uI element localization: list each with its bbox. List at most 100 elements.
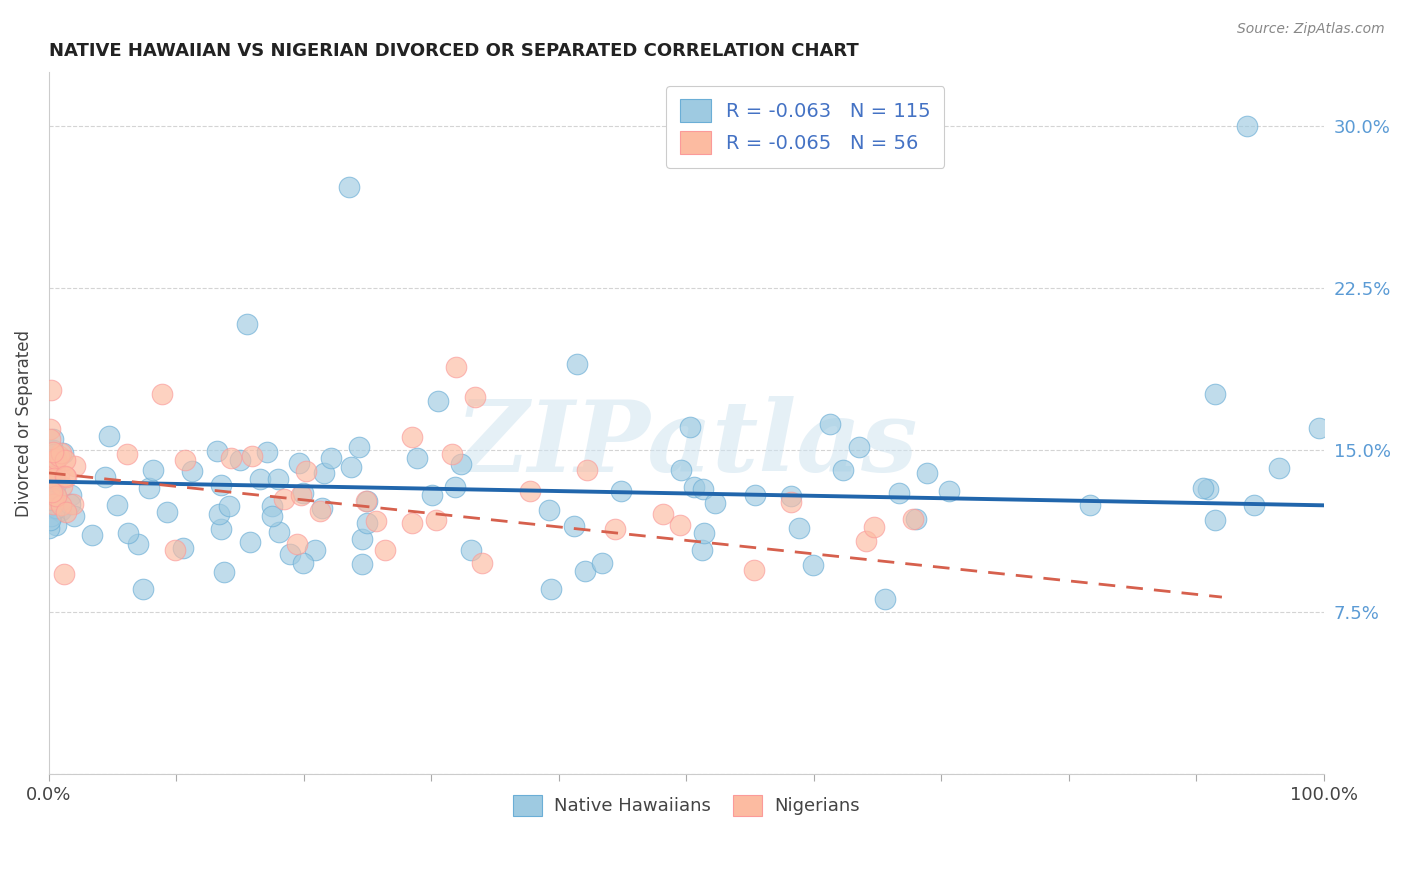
Point	[779, 495, 801, 509]
Point	[273, 492, 295, 507]
Point	[42, 442, 65, 457]
Point	[117, 525, 139, 540]
Point	[44, 471, 66, 485]
Point	[165, 542, 187, 557]
Point	[218, 499, 240, 513]
Point	[39, 383, 62, 397]
Point	[38, 481, 60, 495]
Point	[450, 457, 472, 471]
Point	[668, 518, 690, 533]
Point	[288, 456, 311, 470]
Point	[308, 504, 330, 518]
Point	[55, 469, 77, 483]
Point	[340, 460, 363, 475]
Point	[537, 502, 560, 516]
Point	[1236, 120, 1258, 134]
Point	[59, 497, 82, 511]
Point	[45, 495, 67, 509]
Point	[38, 478, 60, 492]
Point	[46, 475, 69, 490]
Point	[53, 567, 76, 582]
Point	[311, 501, 333, 516]
Point	[471, 556, 494, 570]
Point	[97, 429, 120, 443]
Point	[1204, 386, 1226, 401]
Point	[41, 485, 63, 500]
Point	[180, 464, 202, 478]
Point	[356, 493, 378, 508]
Point	[848, 440, 870, 454]
Point	[540, 582, 562, 597]
Point	[48, 449, 70, 463]
Point	[304, 543, 326, 558]
Text: Source: ZipAtlas.com: Source: ZipAtlas.com	[1237, 22, 1385, 37]
Point	[1243, 499, 1265, 513]
Point	[156, 504, 179, 518]
Point	[62, 497, 84, 511]
Point	[905, 512, 928, 526]
Point	[44, 458, 66, 472]
Point	[208, 507, 231, 521]
Point	[787, 521, 810, 535]
Point	[260, 508, 283, 523]
Point	[352, 557, 374, 571]
Y-axis label: Divorced or Separated: Divorced or Separated	[15, 330, 32, 516]
Point	[267, 472, 290, 486]
Point	[138, 481, 160, 495]
Point	[249, 472, 271, 486]
Point	[1080, 498, 1102, 512]
Point	[321, 451, 343, 466]
Point	[239, 535, 262, 549]
Point	[425, 513, 447, 527]
Point	[45, 451, 67, 466]
Point	[354, 493, 377, 508]
Point	[291, 556, 314, 570]
Point	[45, 489, 67, 503]
Point	[53, 453, 76, 467]
Text: ZIPatlas: ZIPatlas	[456, 396, 918, 492]
Point	[51, 446, 73, 460]
Point	[240, 449, 263, 463]
Point	[51, 503, 73, 517]
Point	[172, 541, 194, 556]
Point	[173, 452, 195, 467]
Point	[356, 516, 378, 530]
Point	[669, 463, 692, 477]
Point	[401, 516, 423, 531]
Point	[39, 509, 62, 524]
Point	[212, 566, 235, 580]
Point	[562, 518, 585, 533]
Point	[901, 511, 924, 525]
Point	[742, 563, 765, 577]
Point	[441, 447, 464, 461]
Point	[444, 480, 467, 494]
Point	[42, 469, 65, 483]
Point	[678, 420, 700, 434]
Point	[45, 500, 67, 515]
Point	[105, 498, 128, 512]
Point	[855, 533, 877, 548]
Point	[567, 358, 589, 372]
Point	[51, 479, 73, 493]
Point	[818, 417, 841, 432]
Point	[42, 432, 65, 446]
Point	[374, 542, 396, 557]
Point	[863, 520, 886, 534]
Point	[652, 507, 675, 521]
Point	[42, 497, 65, 511]
Point	[938, 483, 960, 498]
Point	[692, 526, 714, 541]
Point	[42, 491, 65, 506]
Point	[692, 482, 714, 496]
Point	[39, 474, 62, 488]
Point	[690, 542, 713, 557]
Point	[1268, 461, 1291, 475]
Point	[48, 467, 70, 482]
Point	[39, 474, 62, 488]
Point	[42, 470, 65, 484]
Point	[337, 179, 360, 194]
Point	[269, 524, 291, 539]
Point	[444, 360, 467, 375]
Point	[205, 443, 228, 458]
Point	[290, 488, 312, 502]
